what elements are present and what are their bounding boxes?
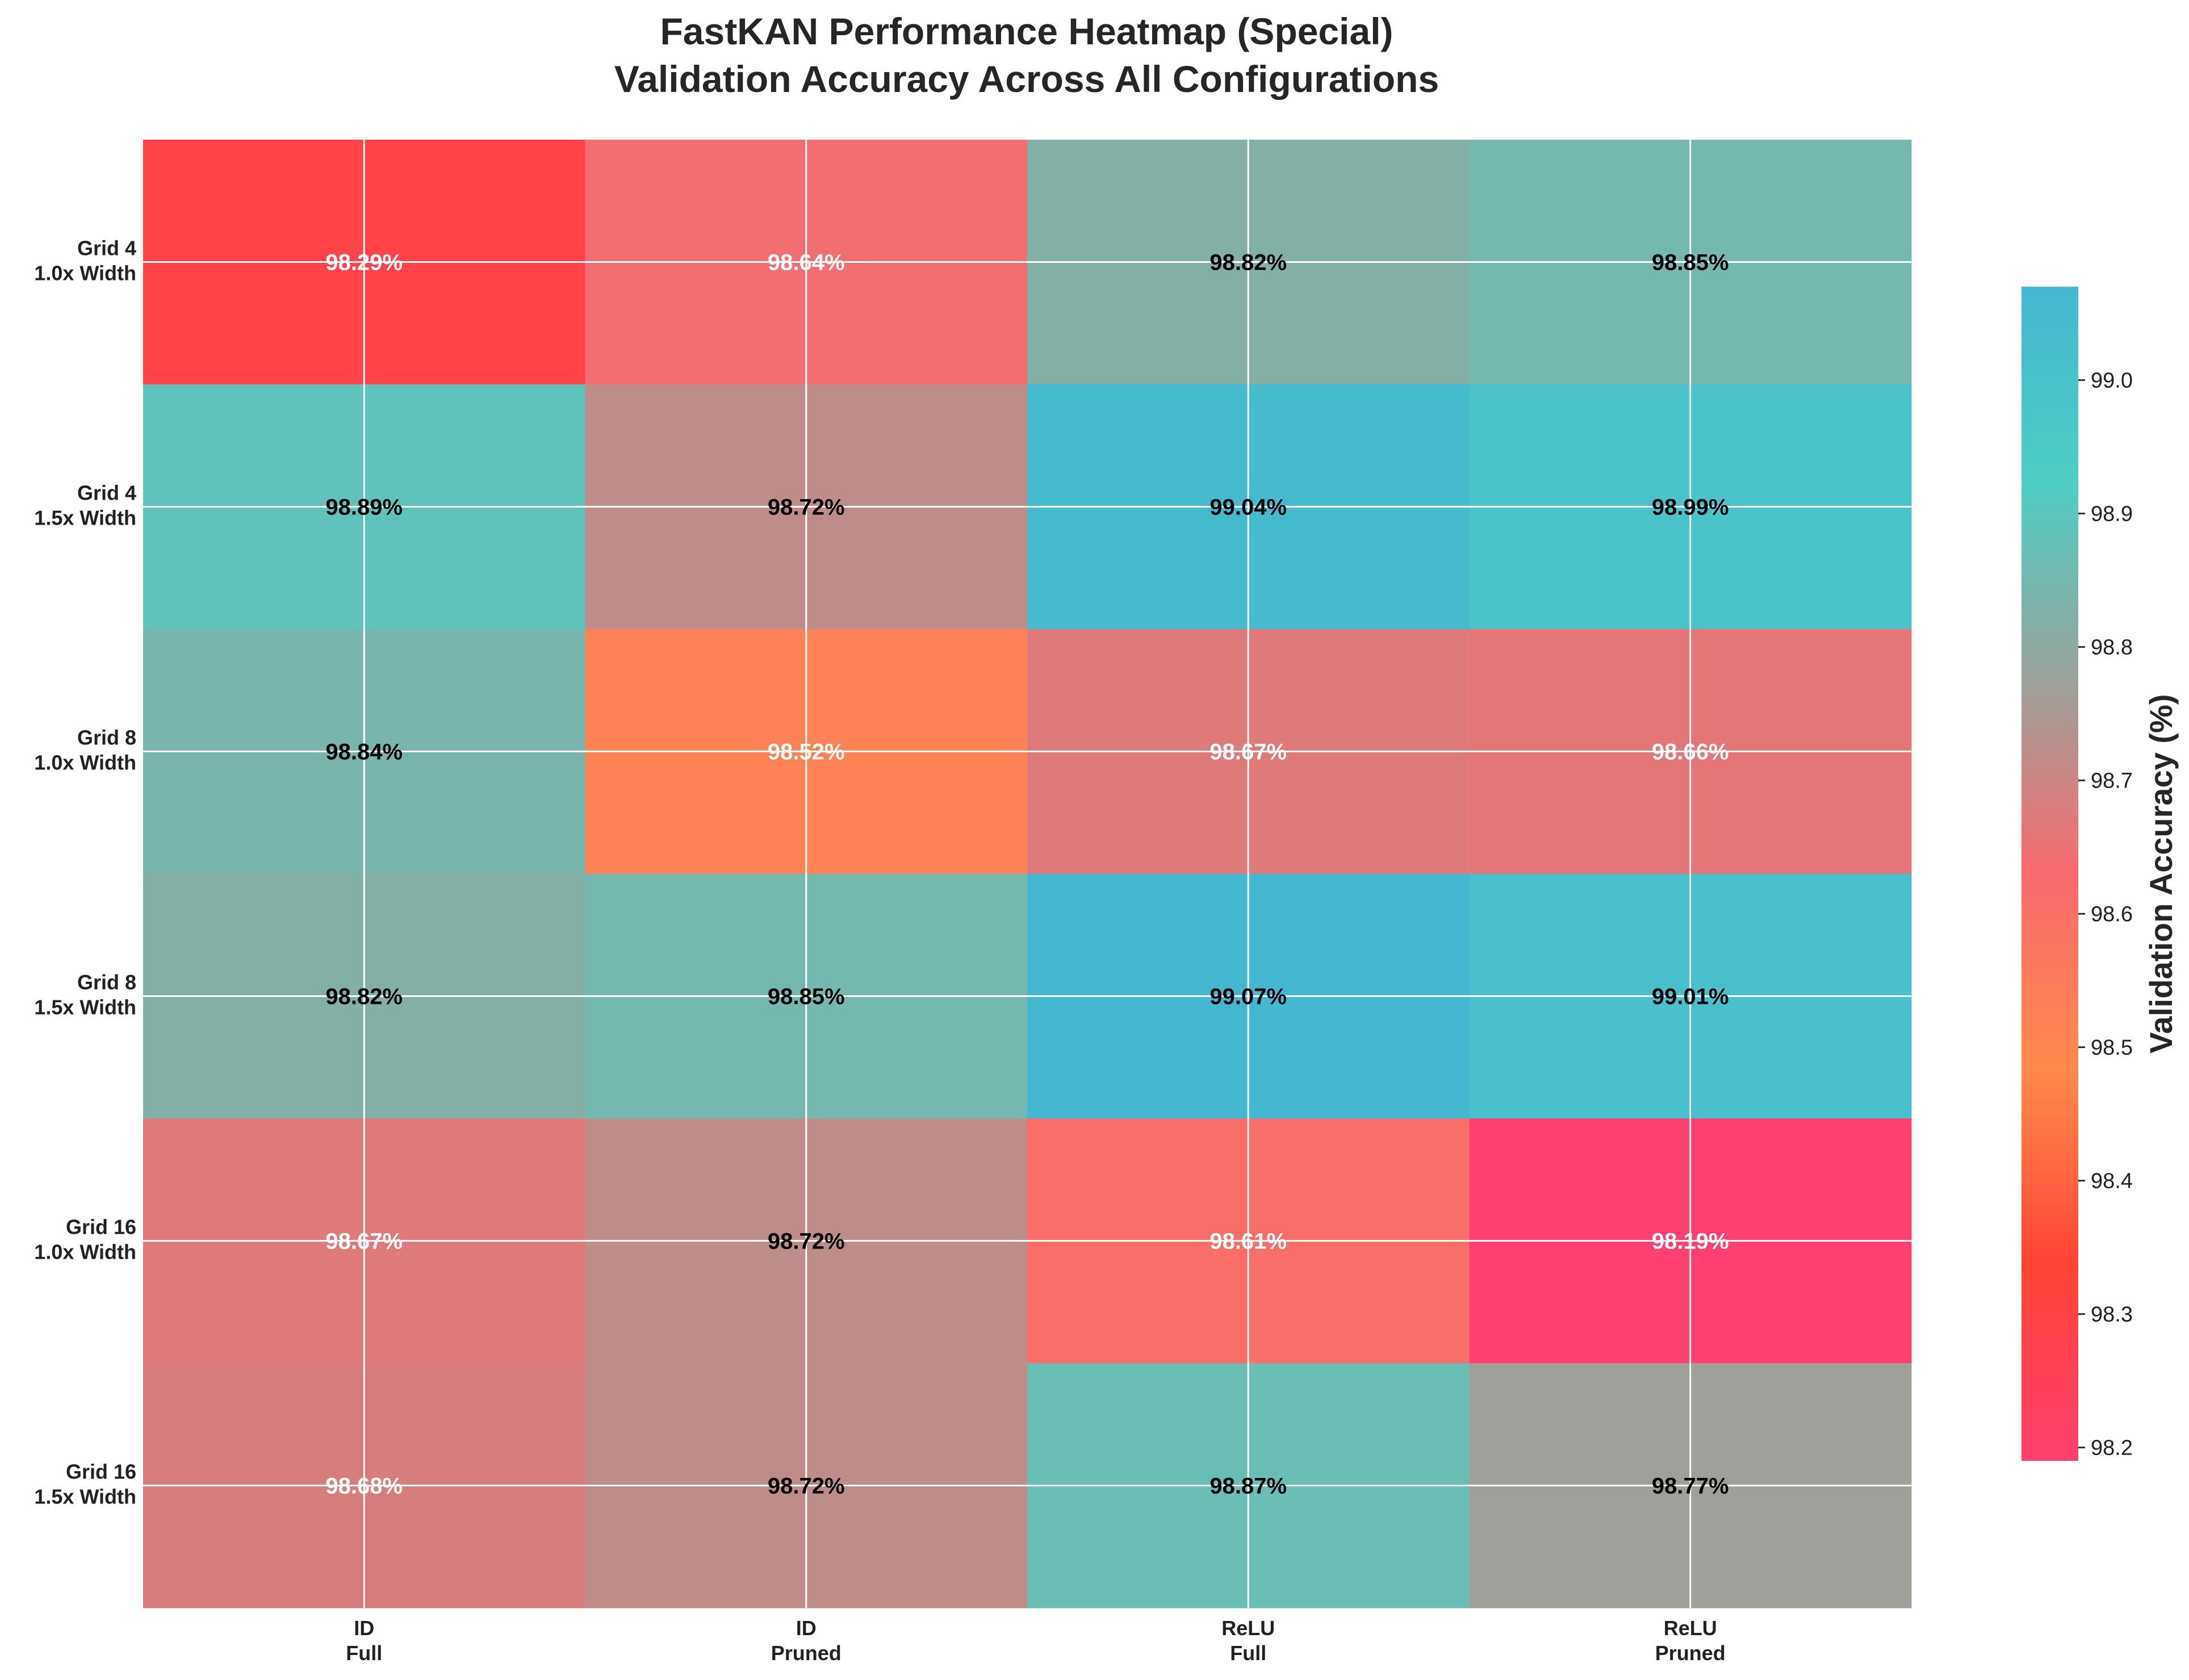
colorbar	[2021, 287, 2078, 1461]
colorbar-tick-label: 99.0	[2091, 369, 2133, 393]
x-tick-label: Full	[346, 1641, 382, 1665]
chart-title-line-2: Validation Accuracy Across All Configura…	[614, 58, 1439, 100]
y-tick-label: 1.0x Width	[34, 751, 136, 774]
x-tick-label: ID	[354, 1616, 374, 1640]
cell-value-label: 98.52%	[768, 740, 845, 765]
cell-value-label: 98.72%	[768, 1229, 845, 1254]
colorbar-tick-label: 98.3	[2091, 1303, 2133, 1327]
y-tick-label: 1.0x Width	[34, 1241, 136, 1264]
x-tick-label: Pruned	[1655, 1641, 1726, 1665]
x-tick-label: Full	[1230, 1641, 1266, 1665]
cell-value-label: 98.67%	[1209, 740, 1287, 765]
y-tick-label: 1.5x Width	[34, 1485, 136, 1509]
y-tick-label: 1.0x Width	[34, 262, 136, 285]
cell-value-label: 98.82%	[1209, 250, 1287, 275]
y-tick-label: 1.5x Width	[34, 506, 136, 530]
y-tick-label: Grid 4	[77, 481, 136, 505]
colorbar-tick-label: 98.2	[2091, 1436, 2133, 1460]
y-tick-label: 1.5x Width	[34, 996, 136, 1019]
colorbar-tick-label: 98.6	[2091, 903, 2133, 927]
cell-value-label: 98.67%	[325, 1229, 403, 1254]
colorbar-tick-label: 98.8	[2091, 636, 2133, 660]
colorbar-ticks: 98.2 98.3 98.4 98.5 98.6 98.7 98.8 98.9 99.0	[2078, 369, 2133, 1460]
cell-value-label: 98.84%	[325, 740, 403, 765]
x-tick-label: ID	[796, 1616, 817, 1640]
y-tick-label: Grid 8	[77, 726, 136, 749]
cell-value-label: 99.01%	[1652, 984, 1729, 1009]
colorbar-label: Validation Accuracy (%)	[2143, 694, 2179, 1054]
cell-value-label: 98.89%	[325, 495, 403, 520]
cell-value-label: 98.66%	[1652, 740, 1729, 765]
cell-value-label: 98.19%	[1652, 1229, 1729, 1254]
y-tick-label: Grid 8	[77, 971, 136, 994]
heatmap-gridlines	[143, 140, 1911, 1608]
y-tick-label: Grid 16	[66, 1460, 136, 1484]
colorbar-tick-label: 98.4	[2091, 1170, 2133, 1193]
cell-value-label: 99.07%	[1209, 984, 1287, 1009]
y-tick-label: Grid 4	[77, 237, 136, 260]
colorbar-tick-label: 98.9	[2091, 502, 2133, 526]
cell-value-label: 98.87%	[1209, 1474, 1287, 1499]
cell-value-label: 98.99%	[1652, 495, 1729, 520]
y-tick-label: Grid 16	[66, 1216, 136, 1239]
cell-value-label: 98.64%	[768, 250, 845, 275]
cell-value-label: 98.61%	[1209, 1229, 1287, 1254]
cell-value-label: 98.82%	[325, 984, 403, 1009]
cell-value-label: 99.04%	[1209, 495, 1287, 520]
colorbar-tick-label: 98.7	[2091, 769, 2133, 793]
cell-value-label: 98.85%	[1652, 250, 1729, 275]
x-tick-label: ReLU	[1664, 1616, 1717, 1640]
colorbar-tick-label: 98.5	[2091, 1036, 2133, 1060]
cell-value-label: 98.85%	[768, 984, 845, 1009]
cell-value-label: 98.77%	[1652, 1474, 1729, 1499]
heatmap-cell-labels: 98.29% 98.64% 98.82% 98.85% 98.89% 98.72% 99.0…	[325, 250, 1728, 1499]
heatmap-cells	[143, 140, 1912, 1608]
cell-value-label: 98.72%	[768, 1474, 845, 1499]
cell-value-label: 98.68%	[325, 1474, 403, 1499]
cell-value-label: 98.29%	[325, 250, 403, 275]
chart-title-line-1: FastKAN Performance Heatmap (Special)	[660, 10, 1393, 52]
x-tick-label: Pruned	[771, 1641, 842, 1665]
x-tick-label: ReLU	[1221, 1616, 1275, 1640]
cell-value-label: 98.72%	[768, 495, 845, 520]
